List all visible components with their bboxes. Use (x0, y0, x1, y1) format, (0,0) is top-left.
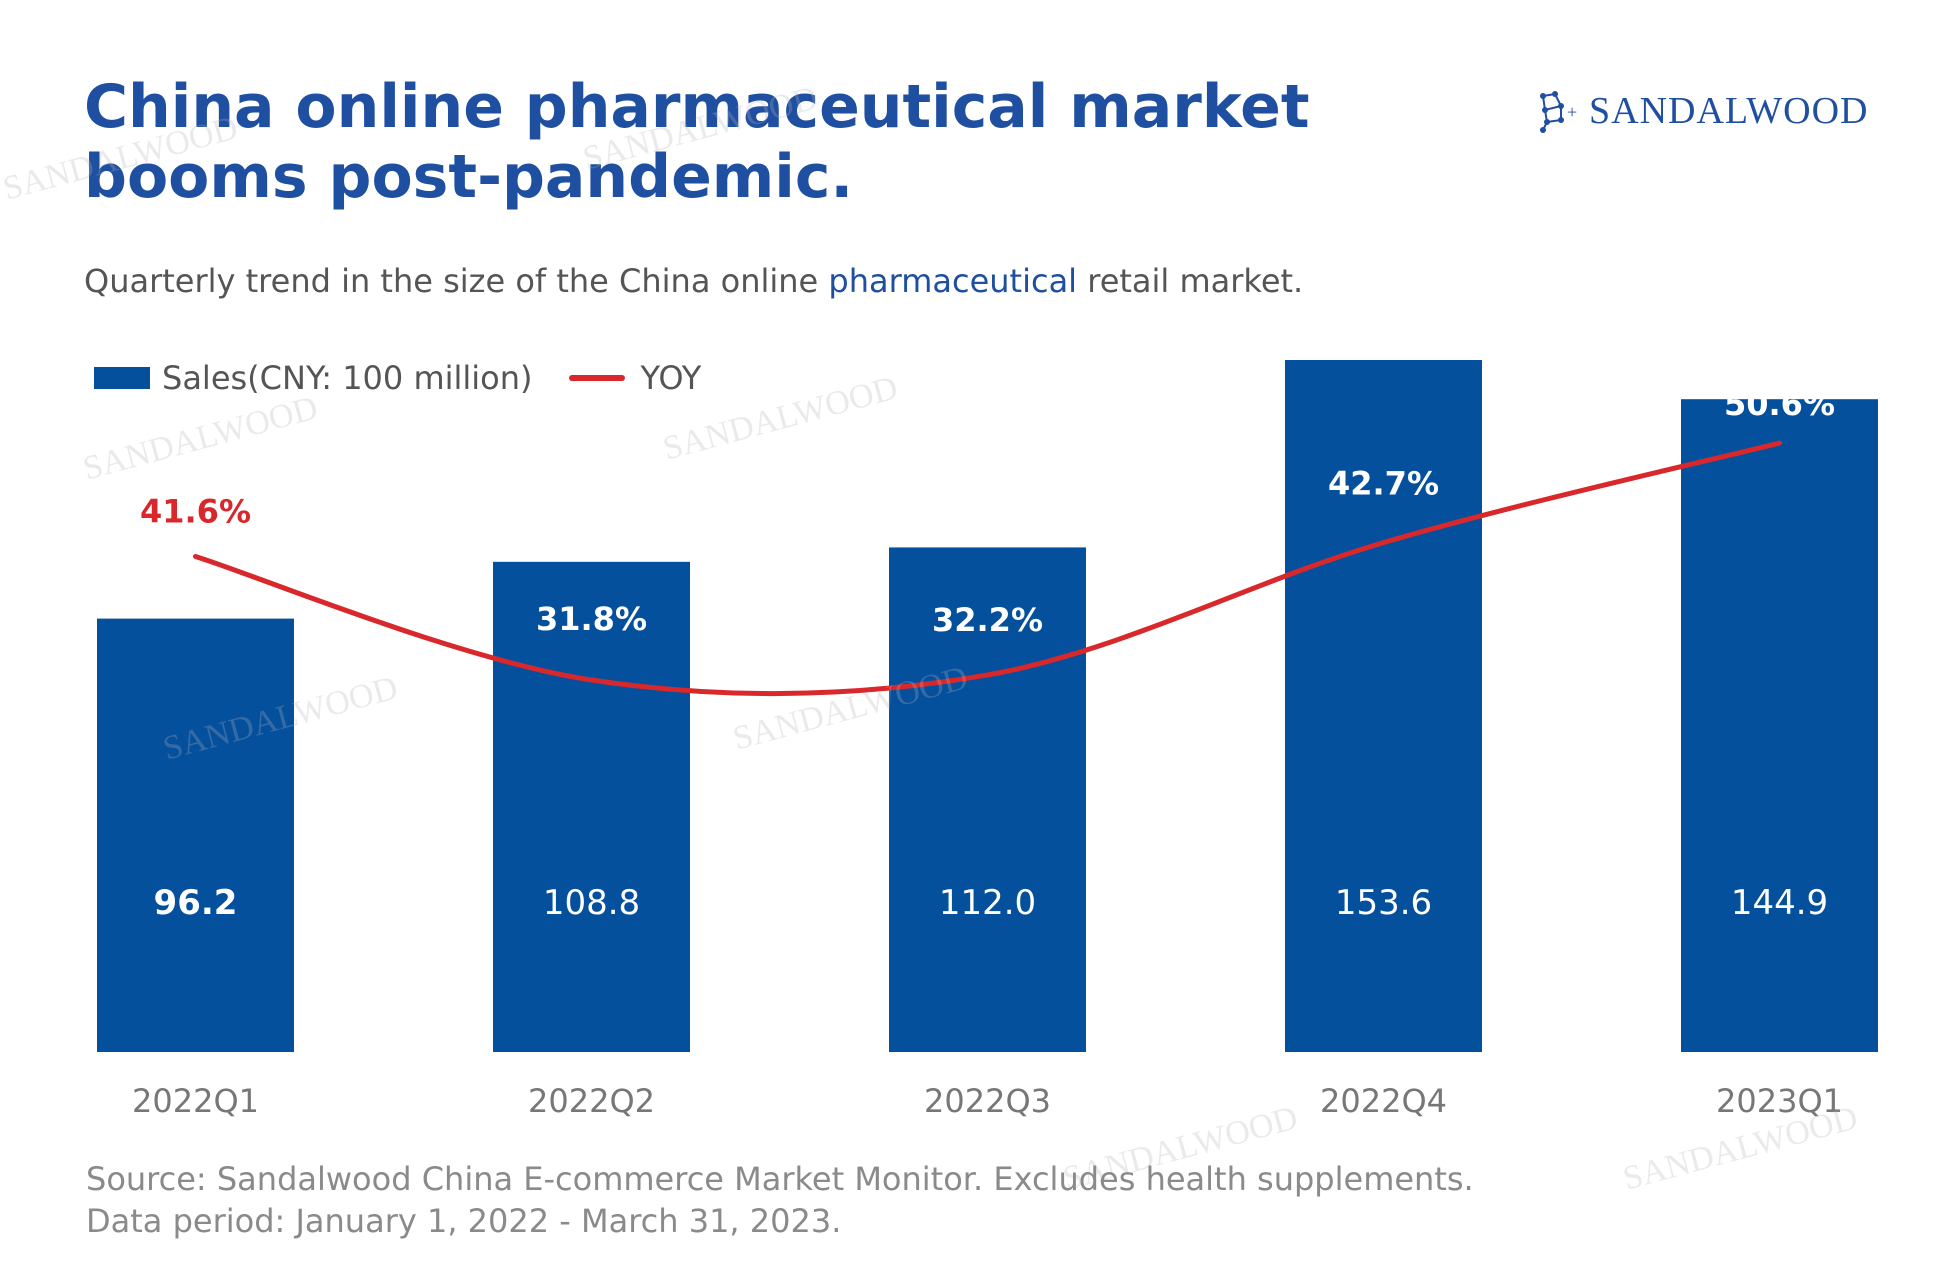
sales-value-label: 144.9 (1731, 883, 1828, 923)
sales-value-label: 153.6 (1335, 883, 1432, 923)
legend: Sales(CNY: 100 million) YOY (94, 356, 701, 400)
sales-bar (1285, 360, 1482, 1052)
sales-value-label: 112.0 (939, 883, 1036, 923)
x-tick-label: 2023Q1 (1716, 1082, 1843, 1120)
logo-text: SANDALWOOD (1589, 90, 1869, 132)
x-tick-label: 2022Q1 (132, 1082, 259, 1120)
subtitle-text-end: retail market. (1077, 262, 1304, 300)
sales-value-label: 96.2 (154, 883, 238, 923)
chart-subtitle: Quarterly trend in the size of the China… (84, 262, 1303, 300)
legend-line-swatch (568, 375, 625, 381)
legend-line-label: YOY (640, 359, 702, 397)
sales-bar (1681, 399, 1878, 1052)
yoy-value-label: 31.8% (536, 600, 647, 638)
sales-bar (889, 547, 1086, 1052)
source-line: Source: Sandalwood China E-commerce Mark… (86, 1160, 1474, 1198)
yoy-value-label: 50.6% (1724, 385, 1835, 423)
yoy-line (193, 440, 1782, 697)
sales-value-label: 108.8 (543, 883, 640, 923)
yoy-value-label: 41.6% (140, 492, 251, 530)
yoy-value-label: 42.7% (1328, 465, 1439, 503)
x-tick-label: 2022Q3 (924, 1082, 1051, 1120)
subtitle-text-start: Quarterly trend in the size of the China… (84, 262, 829, 300)
legend-bar-swatch (94, 367, 150, 389)
sales-bar (493, 561, 690, 1052)
data-period-line: Data period: January 1, 2022 - March 31,… (86, 1202, 842, 1240)
svg-text:+: + (1567, 102, 1577, 122)
source-note: Source: Sandalwood China E-commerce Mark… (86, 1158, 1474, 1242)
x-tick-label: 2022Q2 (528, 1082, 655, 1120)
constellation-icon: + (1540, 91, 1577, 133)
sandalwood-logo: + SANDALWOOD (1535, 86, 1869, 136)
x-tick-label: 2022Q4 (1320, 1082, 1447, 1120)
yoy-value-label: 32.2% (932, 601, 1043, 639)
sales-bar (97, 618, 294, 1052)
legend-bar-label: Sales(CNY: 100 million) (162, 359, 533, 397)
subtitle-highlight: pharmaceutical (828, 262, 1078, 300)
chart-title: China online pharmaceutical market booms… (84, 72, 1310, 212)
